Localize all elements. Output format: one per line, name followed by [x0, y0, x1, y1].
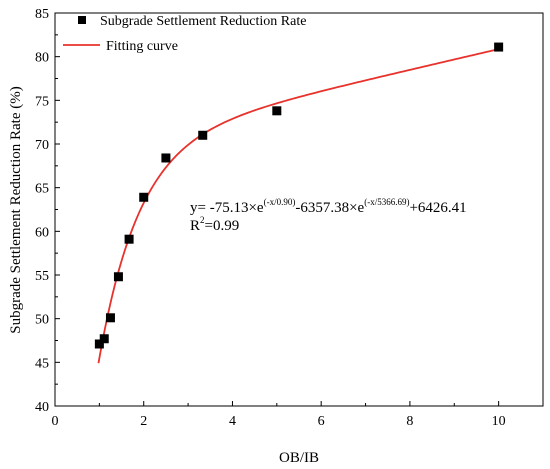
x-tick-label: 4 [229, 414, 236, 429]
data-point [139, 192, 149, 202]
eq-middle: -6357.38×e [295, 200, 364, 216]
data-point [272, 106, 282, 116]
y-tick-label: 60 [35, 225, 49, 240]
eq-exponent-1: (-x/0.90) [264, 197, 296, 207]
data-point [105, 313, 115, 323]
r2-superscript: 2 [200, 215, 205, 225]
y-tick-label: 65 [35, 182, 49, 197]
y-tick-label: 55 [35, 269, 49, 284]
y-tick-label: 80 [35, 51, 49, 66]
legend-marker-square [78, 16, 86, 24]
x-tick-label: 0 [52, 414, 59, 429]
y-tick-label: 70 [35, 138, 49, 153]
x-axis-ticks: 0 2 4 6 8 10 [52, 401, 506, 429]
data-point [198, 130, 208, 140]
y-tick-label: 85 [35, 7, 49, 22]
y-tick-label: 40 [35, 400, 49, 415]
data-point [124, 234, 134, 244]
data-point [161, 153, 171, 163]
x-tick-label: 8 [406, 414, 413, 429]
fit-r-squared: R2=0.99 [190, 215, 239, 234]
eq-exponent-2: (-x/5366.69) [364, 197, 409, 207]
y-tick-label: 50 [35, 313, 49, 328]
x-axis-title: OB/IB [279, 450, 319, 466]
data-point [99, 334, 109, 344]
fit-equation: y= -75.13×e(-x/0.90)-6357.38×e(-x/5366.6… [190, 197, 467, 216]
r2-prefix: R [190, 218, 200, 234]
fitting-curve-line [97, 48, 499, 364]
r2-suffix: =0.99 [205, 218, 240, 234]
data-point [113, 272, 123, 282]
x-tick-label: 2 [140, 414, 147, 429]
x-tick-label: 6 [318, 414, 325, 429]
x-tick-label: 10 [492, 414, 506, 429]
data-point [494, 42, 504, 52]
data-points [94, 42, 504, 349]
legend: Subgrade Settlement Reduction Rate Fitti… [63, 14, 306, 54]
data-point [94, 339, 104, 349]
y-tick-label: 45 [35, 356, 49, 371]
eq-suffix: +6426.41 [409, 200, 466, 216]
legend-label-fit: Fitting curve [106, 39, 178, 54]
y-axis-title: Subgrade Settlement Reduction Rate (%) [8, 86, 24, 333]
y-tick-label: 75 [35, 94, 49, 109]
eq-prefix: y= -75.13×e [190, 200, 264, 216]
legend-label-points: Subgrade Settlement Reduction Rate [100, 14, 306, 29]
y-axis-ticks: 40 45 50 55 60 65 70 75 80 85 [35, 7, 60, 415]
